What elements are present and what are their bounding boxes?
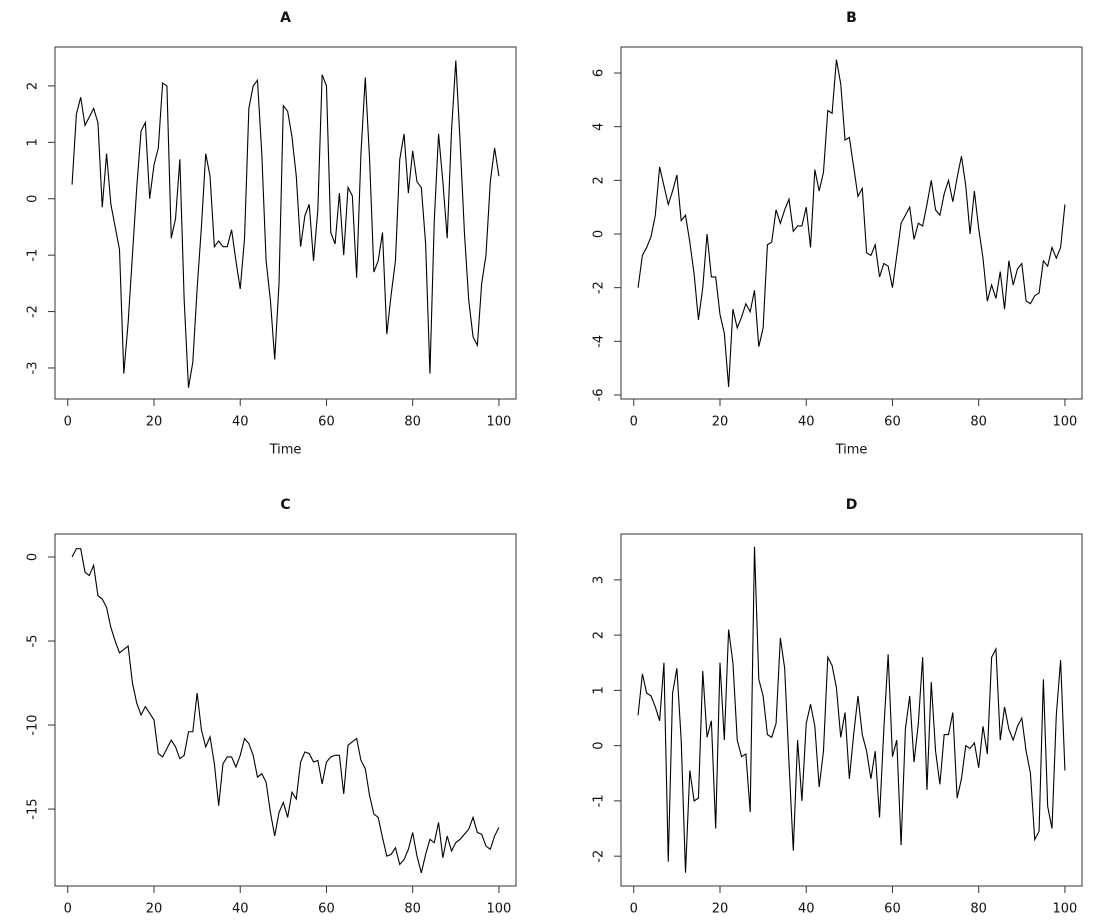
y-tick-label: -1 (592, 794, 607, 807)
y-tick-label: -1 (26, 249, 41, 262)
chart-title: A (280, 10, 291, 26)
x-tick-label: 40 (798, 415, 815, 430)
y-tick-label: 1 (26, 138, 41, 146)
x-tick-label: 80 (970, 902, 987, 917)
y-tick-label: 0 (592, 742, 607, 750)
x-tick-label: 0 (630, 415, 638, 430)
x-tick-label: 20 (712, 902, 729, 917)
chart-title: C (280, 497, 290, 513)
y-tick-label: -6 (592, 388, 607, 401)
series-line (71, 548, 500, 874)
series-line (71, 60, 500, 388)
y-tick-label: -3 (26, 361, 41, 374)
x-tick-label: 100 (487, 415, 512, 430)
y-tick-label: -2 (592, 281, 607, 294)
x-tick-label: 40 (232, 902, 249, 917)
y-tick-label: -15 (26, 798, 41, 819)
y-tick-label: 1 (592, 686, 607, 694)
y-tick-label: -2 (26, 305, 41, 318)
x-tick-label: 40 (798, 902, 815, 917)
y-tick-label: 2 (592, 631, 607, 639)
plot-box (54, 46, 517, 400)
x-tick-label: 80 (404, 415, 421, 430)
series-line (637, 59, 1066, 387)
x-tick-label: 80 (970, 415, 987, 430)
y-tick-label: 6 (592, 69, 607, 77)
y-tick-label: 3 (592, 576, 607, 584)
x-tick-label: 60 (318, 415, 335, 430)
chart-title: B (846, 10, 857, 26)
x-tick-label: 80 (404, 902, 421, 917)
plot-box (54, 533, 517, 887)
y-tick-label: 2 (26, 82, 41, 90)
x-tick-label: 40 (232, 415, 249, 430)
x-tick-label: 20 (712, 415, 729, 430)
x-tick-label: 60 (884, 902, 901, 917)
y-tick-label: -4 (592, 335, 607, 348)
x-tick-label: 100 (1053, 415, 1078, 430)
y-tick-label: -5 (26, 635, 41, 648)
plot-box (620, 533, 1083, 887)
series-line (637, 546, 1066, 873)
y-tick-label: -2 (592, 850, 607, 863)
x-tick-label: 60 (884, 415, 901, 430)
x-tick-label: 20 (146, 415, 163, 430)
y-tick-label: -10 (26, 714, 41, 735)
plot-box (620, 46, 1083, 400)
x-tick-label: 100 (487, 902, 512, 917)
y-tick-label: 4 (592, 123, 607, 131)
chart-title: D (846, 497, 858, 513)
y-tick-label: 0 (592, 230, 607, 238)
x-tick-label: 100 (1053, 902, 1078, 917)
x-tick-label: 0 (64, 415, 72, 430)
x-tick-label: 20 (146, 902, 163, 917)
y-tick-label: 0 (26, 195, 41, 203)
x-axis-label: Time (269, 443, 302, 458)
x-tick-label: 0 (630, 902, 638, 917)
y-tick-label: 0 (26, 553, 41, 561)
x-tick-label: 0 (64, 902, 72, 917)
y-tick-label: 2 (592, 176, 607, 184)
x-tick-label: 60 (318, 902, 335, 917)
x-axis-label: Time (835, 443, 868, 458)
